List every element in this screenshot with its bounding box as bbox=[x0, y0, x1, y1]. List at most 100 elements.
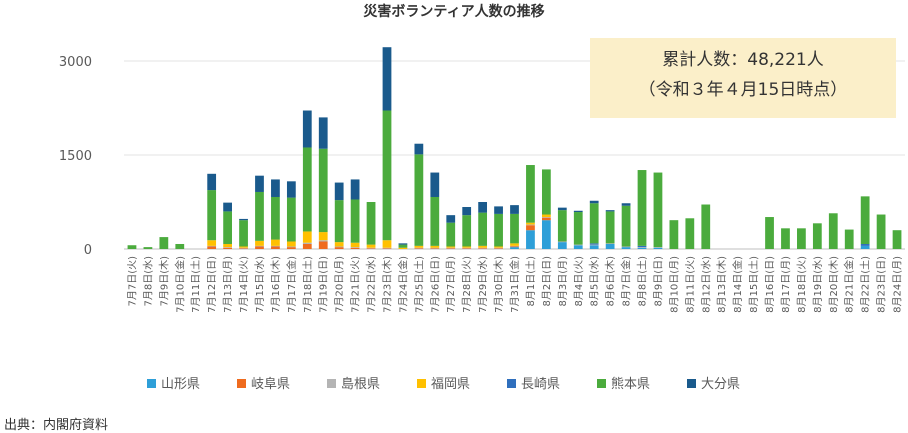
bar-segment bbox=[892, 230, 902, 249]
bar-segment bbox=[207, 173, 217, 191]
bar-segment bbox=[382, 110, 392, 241]
bar-segment bbox=[318, 241, 328, 249]
bar-segment bbox=[414, 248, 424, 249]
x-tick-label: 7月18日(土) bbox=[301, 256, 314, 313]
bar-segment bbox=[765, 217, 774, 249]
x-tick-label: 8月3日(月) bbox=[557, 256, 569, 307]
x-tick-label: 7月24日(金) bbox=[396, 256, 409, 313]
bar-segment bbox=[589, 200, 599, 204]
bar-segment bbox=[382, 240, 392, 248]
x-tick-label: 8月6日(木) bbox=[605, 256, 617, 307]
bar-segment bbox=[526, 230, 535, 249]
x-tick-label: 8月2日(日) bbox=[541, 256, 553, 307]
legend-label: 福岡県 bbox=[431, 377, 470, 392]
bar-segment bbox=[494, 248, 503, 249]
x-tick-label: 7月16日(木) bbox=[270, 256, 282, 313]
legend-swatch bbox=[147, 379, 156, 388]
bar-segment bbox=[334, 247, 344, 249]
bar-segment bbox=[398, 244, 408, 248]
bar-segment bbox=[366, 202, 376, 245]
x-tick-label: 8月16日(日) bbox=[764, 256, 776, 313]
legend-swatch bbox=[237, 379, 246, 388]
bar-segment bbox=[334, 182, 344, 201]
bar-segment bbox=[510, 213, 519, 244]
bar-segment bbox=[366, 247, 376, 249]
bar-segment bbox=[605, 243, 615, 249]
bar-segment bbox=[350, 179, 360, 200]
bar-segment bbox=[302, 110, 312, 148]
bar-segment bbox=[366, 248, 376, 249]
bar-segment bbox=[223, 247, 232, 248]
as-of-date-text: （令和３年４月15日時点） bbox=[638, 80, 848, 100]
bar-segment bbox=[446, 246, 456, 248]
bar-segment bbox=[223, 247, 232, 249]
bar-segment bbox=[446, 247, 456, 249]
bar-segment bbox=[207, 190, 217, 241]
x-axis-ticks: 7月7日(火) 7月8日(水) 7月9日(木) 7月10日(金) 7月11日(土) 7月1… bbox=[126, 256, 903, 313]
bar-segment bbox=[239, 218, 248, 221]
bar-segment bbox=[557, 210, 567, 242]
x-tick-label: 7月9日(木) bbox=[158, 256, 170, 307]
bar-segment bbox=[430, 245, 440, 248]
bar-segment bbox=[589, 245, 599, 249]
bar-segment bbox=[239, 248, 248, 249]
bar-segment bbox=[143, 247, 153, 249]
bar-segment bbox=[589, 243, 599, 245]
bar-segment bbox=[318, 148, 328, 233]
bar-segment bbox=[223, 243, 232, 248]
bar-segment bbox=[526, 222, 535, 225]
bar-segment bbox=[271, 246, 280, 249]
cumulative-total-callout: 累計人数：48,221人 （令和３年４月15日時点） bbox=[590, 38, 896, 118]
x-tick-label: 8月23日(日) bbox=[876, 256, 888, 313]
bar-segment bbox=[255, 175, 264, 192]
bar-segment bbox=[350, 247, 360, 249]
bar-segment bbox=[541, 217, 551, 218]
bar-segment bbox=[860, 245, 870, 249]
y-tick-label: 0 bbox=[84, 243, 92, 258]
bar-segment bbox=[271, 196, 280, 240]
bar-segment bbox=[430, 196, 440, 246]
bar-segment bbox=[302, 242, 312, 244]
bar-segment bbox=[812, 223, 822, 249]
x-tick-label: 8月15日(土) bbox=[747, 256, 760, 313]
bar-segment bbox=[286, 247, 296, 249]
bar-segment bbox=[462, 247, 472, 249]
x-tick-label: 7月25日(土) bbox=[412, 256, 425, 313]
bar-segment bbox=[541, 217, 551, 221]
bar-segment bbox=[589, 203, 599, 244]
legend-label: 島根県 bbox=[341, 377, 380, 392]
bar-segment bbox=[414, 247, 424, 249]
bar-segment bbox=[318, 240, 328, 242]
bar-segment bbox=[207, 245, 217, 247]
chart-title: 災害ボランティア人数の推移 bbox=[363, 3, 544, 20]
bar-segment bbox=[414, 154, 424, 246]
x-tick-label: 7月19日(日) bbox=[318, 256, 330, 313]
bar-segment bbox=[541, 214, 551, 218]
bar-segment bbox=[286, 181, 296, 198]
bar-segment bbox=[414, 245, 424, 248]
legend-label: 長崎県 bbox=[521, 377, 560, 392]
x-tick-label: 7月30日(木) bbox=[493, 256, 505, 313]
bar-segment bbox=[286, 197, 296, 242]
bar-segment bbox=[255, 240, 264, 246]
x-tick-label: 7月29日(水) bbox=[477, 256, 489, 313]
x-tick-label: 8月11日(火) bbox=[684, 256, 696, 313]
bar-segment bbox=[573, 212, 583, 245]
x-tick-label: 8月7日(金) bbox=[620, 256, 633, 307]
bar-segment bbox=[462, 215, 472, 247]
x-tick-label: 8月12日(水) bbox=[700, 256, 712, 313]
source-note: 出典：内閣府資料 bbox=[4, 418, 109, 433]
y-axis-ticks: 0 1500 3000 bbox=[59, 55, 92, 258]
x-tick-label: 7月17日(金) bbox=[285, 256, 298, 313]
bar-segment bbox=[462, 248, 472, 249]
bar-segment bbox=[510, 246, 519, 248]
bar-segment bbox=[334, 246, 344, 248]
bar-segment bbox=[302, 147, 312, 232]
bar-segment bbox=[701, 204, 711, 249]
x-tick-label: 7月31日(金) bbox=[508, 256, 521, 313]
x-tick-label: 7月10日(金) bbox=[173, 256, 186, 313]
x-tick-label: 7月22日(水) bbox=[366, 256, 378, 313]
bar-segment bbox=[860, 196, 870, 244]
bar-segment bbox=[271, 245, 280, 247]
bar-segment bbox=[175, 243, 185, 249]
